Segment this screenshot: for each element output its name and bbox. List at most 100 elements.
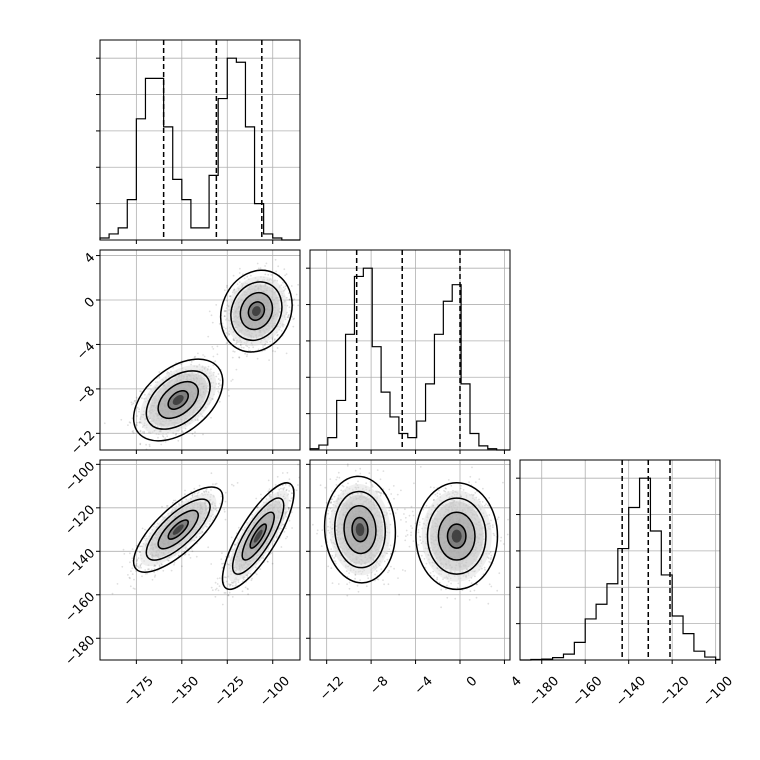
scatter-p0-p1-point [167, 371, 170, 374]
scatter-p0-p1-point [274, 350, 277, 353]
scatter-p0-p1-point [212, 355, 215, 358]
scatter-p0-p2-point [144, 569, 147, 571]
scatter-p0-p2-point [144, 535, 147, 537]
scatter-p0-p1-point [217, 373, 220, 375]
scatter-p0-p1-point [280, 330, 283, 332]
scatter-p0-p2-point [143, 537, 146, 540]
scatter-p0-p2-point [185, 548, 187, 551]
scatter-p0-p1-point [282, 325, 284, 328]
scatter-p0-p2-point [270, 552, 272, 555]
scatter-p0-p2-point [221, 552, 223, 554]
scatter-p0-p1-point [203, 355, 206, 358]
scatter-p0-p2-point [134, 564, 137, 567]
scatter-p0-p2-point [131, 557, 134, 560]
scatter-p0-p1-point [136, 421, 138, 424]
scatter-p0-p1-point [270, 274, 273, 276]
scatter-p0-p1-point [194, 355, 197, 358]
scatter-p0-p1-point [139, 420, 142, 423]
scatter-p0-p2-point [268, 494, 271, 497]
scatter-p0-p1-point [182, 431, 185, 434]
scatter-p0-p1-point [135, 423, 137, 426]
scatter-p0-p2-point [139, 545, 142, 548]
scatter-p0-p1-point [164, 437, 167, 440]
scatter-p0-p1-point [256, 357, 259, 360]
scatter-p0-p1-point [140, 390, 142, 393]
scatter-p0-p1-point [262, 345, 264, 347]
scatter-p0-p2-point [215, 507, 217, 510]
scatter-p0-p2-point [220, 495, 223, 498]
scatter-p0-p2-point [116, 583, 119, 585]
scatter-p0-p1-point [207, 335, 210, 338]
scatter-p0-p2-point [172, 499, 175, 502]
scatter-p0-p2-point [135, 570, 137, 572]
scatter-p0-p1-point [252, 346, 255, 349]
scatter-p0-p1-point [103, 422, 106, 425]
scatter-p0-p1-point [223, 310, 226, 313]
scatter-p0-p2-point [147, 568, 149, 571]
scatter-p0-p2-point [128, 576, 131, 579]
scatter-p0-p2-point [282, 487, 284, 490]
scatter-p0-p1-point [132, 430, 135, 432]
scatter-p0-p1-point [231, 378, 234, 381]
scatter-p0-p1-point [280, 284, 283, 286]
scatter-p0-p1-point [211, 321, 214, 324]
scatter-p0-p1-point [130, 401, 133, 404]
scatter-p0-p2-point [140, 566, 142, 569]
scatter-p0-p2-point [205, 491, 208, 493]
scatter-p0-p1-point [202, 433, 204, 436]
scatter-p0-p1-point [245, 355, 248, 358]
scatter-p0-p1-point [207, 365, 210, 368]
scatter-p0-p1-point [233, 288, 236, 291]
scatter-p0-p2-point [184, 553, 187, 556]
scatter-p0-p1-point [223, 309, 226, 312]
scatter-p0-p1-point [283, 289, 286, 292]
scatter-p0-p1-point [148, 443, 151, 446]
scatter-p0-p1-point [143, 430, 146, 433]
scatter-p0-p1-point [233, 339, 235, 341]
scatter-p0-p1-point [292, 304, 295, 306]
scatter-p0-p2-point [183, 554, 186, 556]
scatter-p0-p1-point [216, 345, 219, 348]
hist-panel-p1 [306, 249, 511, 454]
scatter-p0-p2-point [227, 594, 230, 596]
scatter-p0-p1-point [246, 275, 249, 278]
scatter-p0-p1-point [224, 327, 227, 330]
scatter-p0-p1-point [232, 338, 235, 341]
scatter-p0-p1-point [162, 435, 165, 438]
scatter-p0-p1-point [244, 352, 247, 355]
scatter-p0-p1-point [229, 295, 231, 298]
scatter-p0-p1-mode-1-contour-2 [239, 291, 274, 331]
scatter-p0-p2-point [135, 564, 138, 566]
scatter-p0-p1-point [267, 273, 270, 276]
scatter-p0-p2-point [254, 566, 257, 569]
scatter-p0-p2-point [158, 564, 161, 566]
scatter-p0-p1-mode-0-contour-0 [132, 358, 224, 442]
scatter-p0-p1-ytick-label-1: −8 [74, 384, 98, 408]
scatter-p0-p1-ytick-label-0: −12 [68, 428, 98, 458]
scatter-p0-p1-point [217, 385, 220, 388]
scatter-p0-p1-content [103, 258, 300, 450]
scatter-p0-p1-point [218, 400, 221, 403]
scatter-p0-p1-point [193, 435, 196, 437]
scatter-p0-p2-point [129, 552, 131, 555]
scatter-p0-p2-point [141, 527, 144, 530]
hist-p2-xtick-label-1: −160 [570, 674, 606, 710]
scatter-p0-p1-point [239, 267, 241, 270]
scatter-p0-p2-point [214, 581, 217, 584]
scatter-p0-p1-point [238, 281, 241, 283]
scatter-p0-p1-point [289, 309, 292, 312]
scatter-p0-p1-point [236, 283, 239, 285]
scatter-p0-p2-point [121, 565, 124, 568]
scatter-p0-p1-point [136, 424, 138, 427]
scatter-p0-p2-point [205, 488, 208, 491]
hist-p1-grid [310, 250, 510, 450]
hist-p2-grid [520, 460, 720, 660]
scatter-p0-p1-point [184, 427, 187, 430]
scatter-p0-p2-point [158, 565, 161, 568]
scatter-p0-p2-content [111, 463, 300, 606]
hist-p2-xtick-label-0: −180 [526, 674, 562, 710]
scatter-p0-p1-point [144, 393, 146, 396]
scatter-p0-p1-point [235, 368, 238, 371]
scatter-p0-p2-point [223, 592, 226, 594]
scatter-p0-p2-point [138, 566, 140, 569]
